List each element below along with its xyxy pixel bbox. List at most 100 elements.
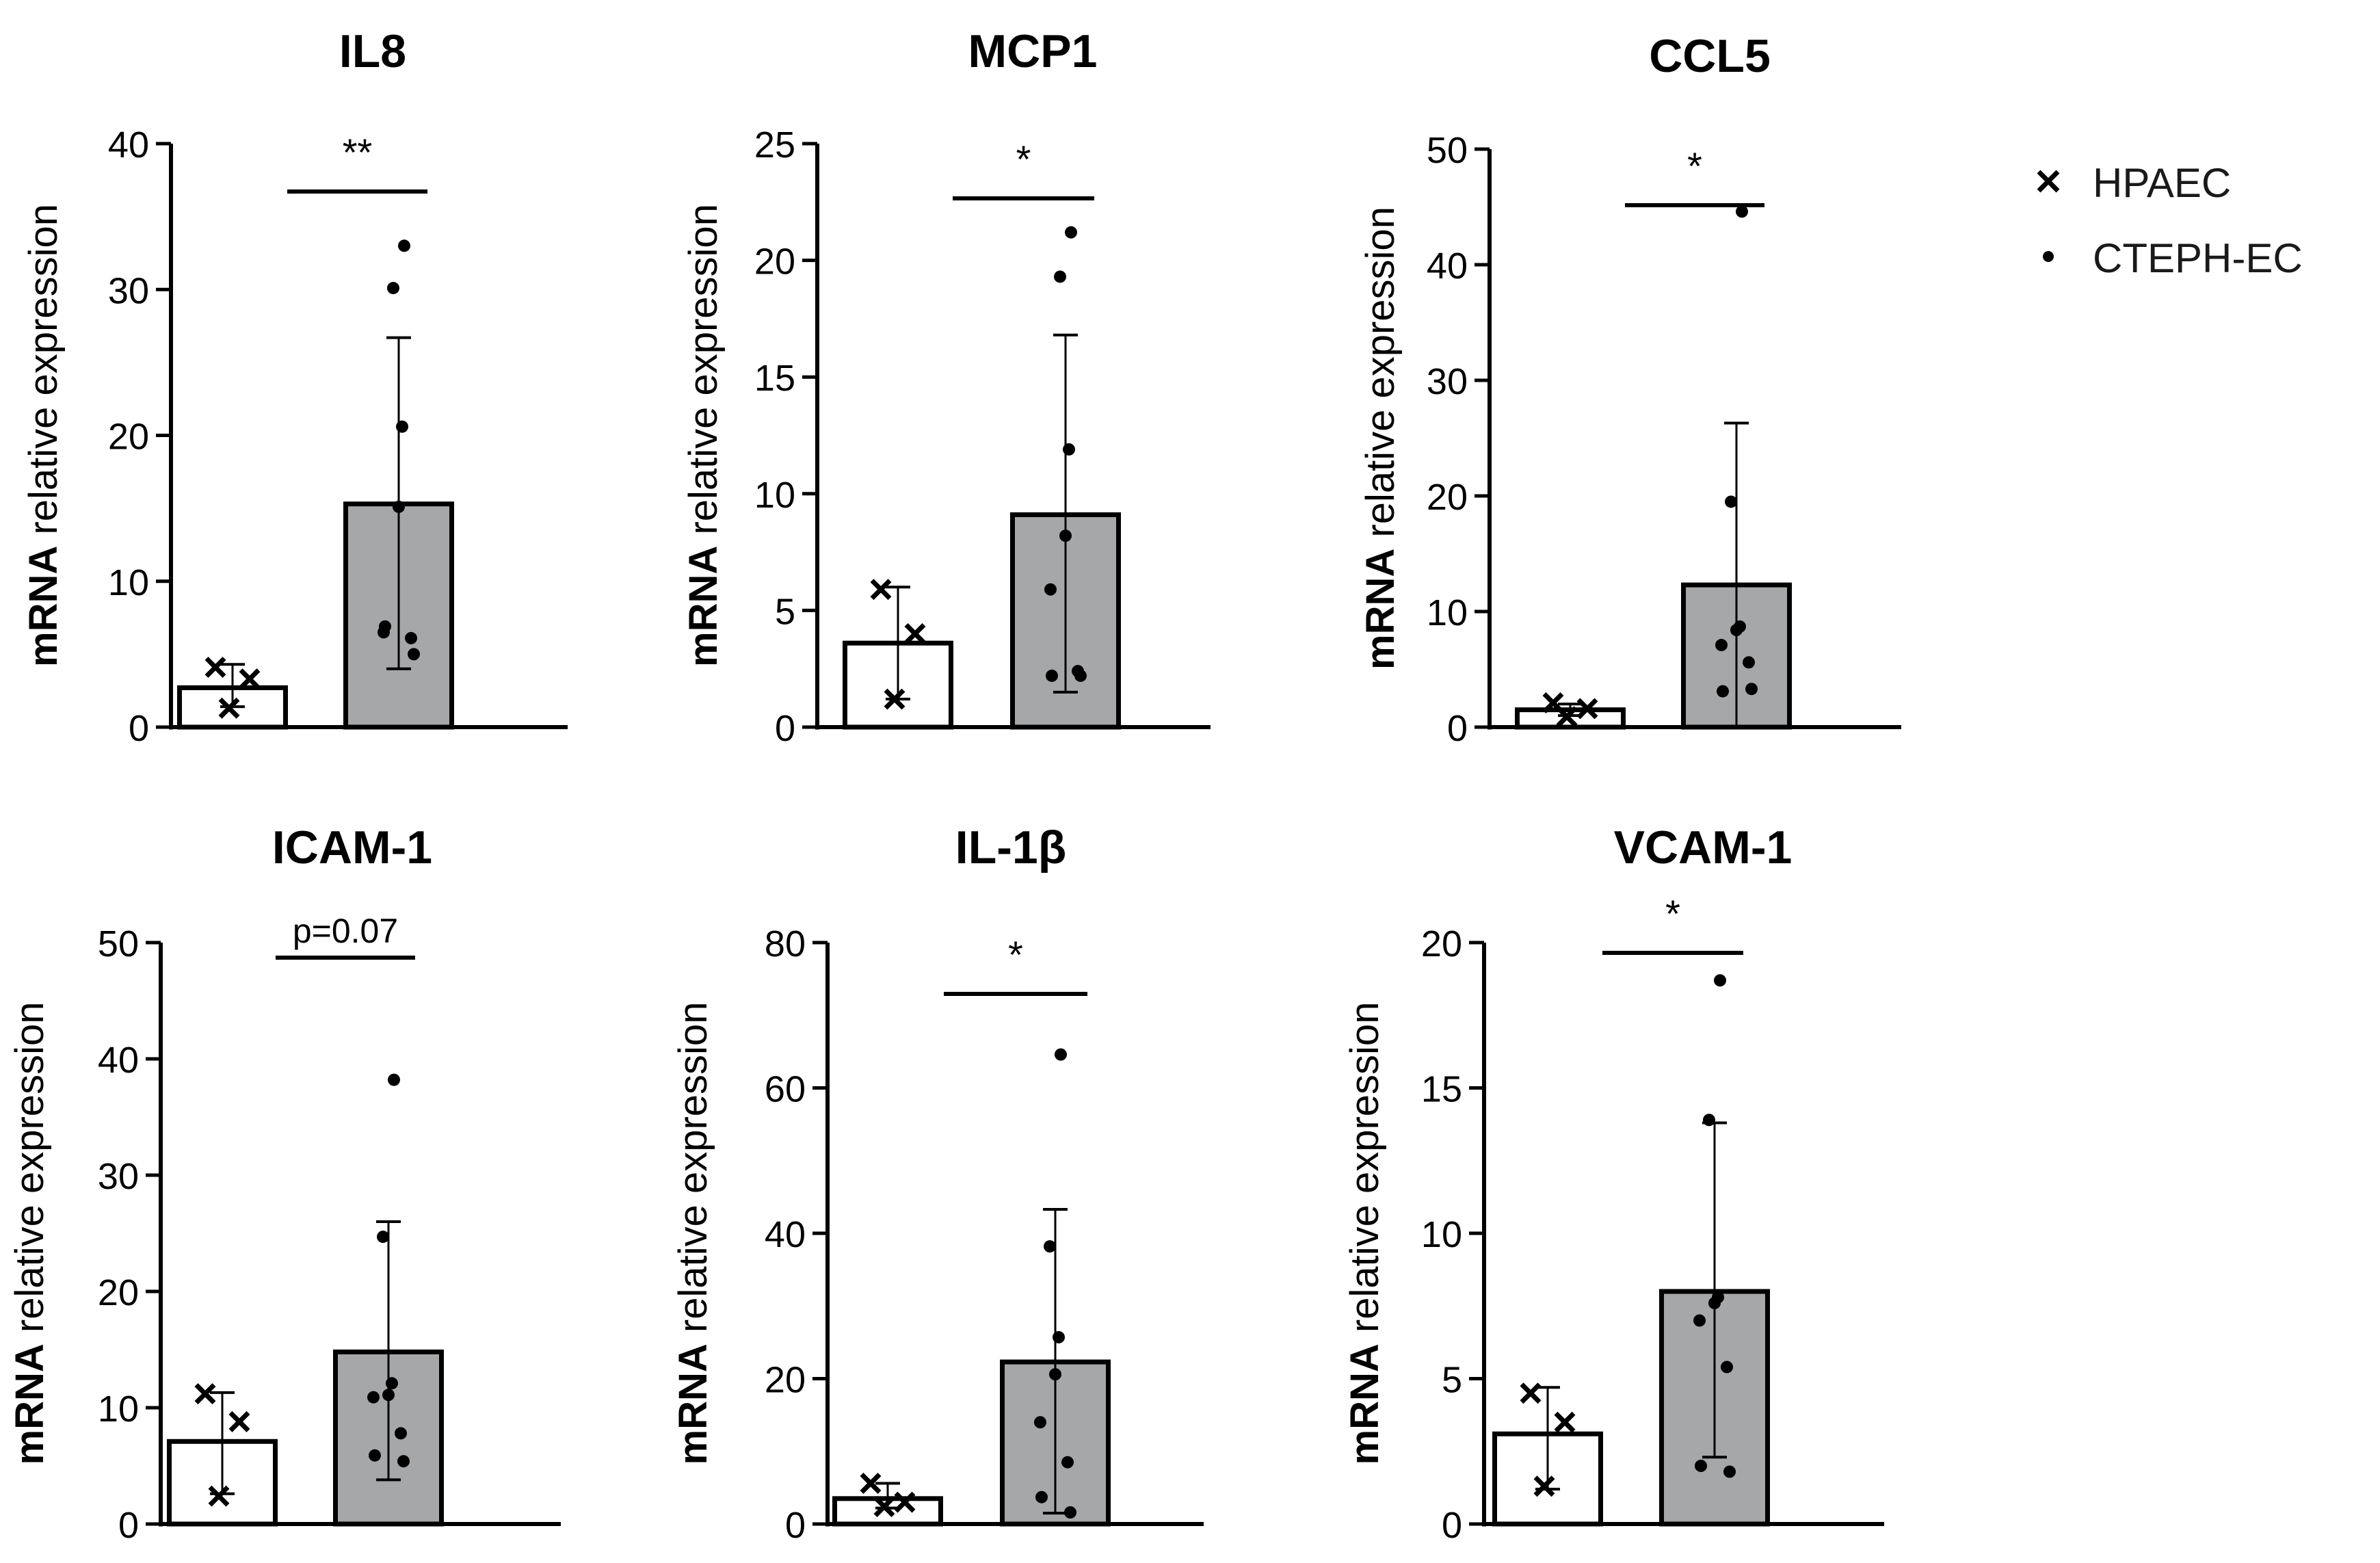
cross-stroke [894,1491,916,1513]
data-point-dot [1714,974,1726,987]
legend-item-cteph-ec: CTEPH-EC [2024,229,2366,304]
data-point-dot [377,1231,389,1244]
cross-stroke [1576,698,1598,720]
y-tick-label: 0 [118,1505,139,1546]
data-point-dot [369,1449,381,1462]
data-point-dot [1730,624,1743,637]
data-point-cross [239,668,261,690]
y-tick-label: 0 [775,708,795,749]
data-point-dot [1723,1465,1736,1478]
significance-label: * [1008,933,1023,976]
legend: HPAEC CTEPH-EC [2024,154,2366,304]
data-point-dot [1715,639,1728,652]
cross-stroke [194,1383,216,1405]
data-point-cross [1533,1475,1555,1497]
cross-stroke [1542,692,1564,713]
y-tick-label: 80 [765,923,806,964]
data-point-dot [1064,1506,1076,1519]
chart-title: MCP1 [968,25,1098,77]
y-tick-label: 30 [98,1156,139,1197]
significance-label: * [1687,144,1702,187]
data-point-dot [386,1377,398,1390]
data-point-dot [1055,1048,1067,1061]
significance-label: * [1665,892,1680,935]
cross-stroke [218,697,240,719]
chart-panel-1: IL8 mRNA relative expression 0 10 20 30 40 ** [21,25,568,749]
cross-stroke [870,579,892,601]
cross-marker-icon [2024,154,2072,209]
y-axis-label-bold: mRNA [671,1343,715,1465]
y-tick-label: 30 [1427,361,1468,402]
y-axis-label: mRNA relative expression [1358,207,1403,670]
y-tick-label: 20 [1421,923,1462,964]
data-point-dot [1721,1361,1733,1374]
data-point-dot [367,1391,380,1404]
chart-panel-6: VCAM-1 mRNA relative expression 0 5 10 15 20 * [1343,822,1884,1546]
y-tick-label: 25 [754,124,795,166]
y-tick-label: 50 [98,923,139,964]
data-point-dot [1054,270,1066,283]
data-point-cross [194,1383,216,1405]
cross-stroke [904,623,926,644]
data-point-cross [218,697,240,719]
data-point-cross [884,688,905,710]
data-point-cross [1576,698,1598,720]
y-axis-label: mRNA relative expression [21,204,66,667]
y-tick-label: 10 [98,1389,139,1430]
y-axis-label-bold: mRNA [1343,1343,1387,1465]
cross-stroke [1556,706,1578,728]
cross-stroke [1533,1475,1555,1497]
data-point-dot [1745,683,1758,696]
cross-stroke [204,657,226,679]
chart-panel-2: MCP1 mRNA relative expression 0 5 10 15 20 25 * [681,25,1211,749]
cross-stroke [239,668,261,690]
data-point-dot [1725,495,1737,508]
data-point-dot [387,282,399,295]
chart-panel-5: IL-1β mRNA relative expression 0 20 40 60 80 * [671,822,1204,1546]
data-point-dot [1708,1297,1721,1309]
data-point-dot [408,648,420,661]
y-tick-label: 0 [1447,708,1468,749]
data-point-dot [1059,529,1072,542]
data-point-cross [873,1496,895,1517]
significance-label: * [1016,137,1031,181]
y-tick-label: 40 [98,1040,139,1081]
data-point-dot [1063,443,1075,456]
data-point-dot [393,500,405,513]
cross-stroke [228,1410,250,1432]
data-point-cross [204,657,226,679]
data-point-dot [1049,1368,1061,1381]
y-tick-label: 10 [108,562,149,603]
y-tick-label: 40 [765,1214,806,1255]
legend-label-hpaec: HPAEC [2093,160,2232,206]
data-point-cross [1556,706,1578,728]
y-axis-label-bold: mRNA [1358,549,1403,670]
y-tick-label: 0 [129,708,149,749]
y-tick-label: 60 [765,1069,806,1110]
y-axis-label-bold: mRNA [21,546,66,667]
data-point-dot [396,420,408,433]
data-point-dot [1046,669,1058,682]
y-axis-label-rest: relative expression [671,1002,715,1344]
y-tick-label: 10 [1421,1214,1462,1255]
y-axis-label-rest: relative expression [8,1002,52,1344]
data-point-dot [382,1389,395,1402]
data-point-dot [1044,1240,1056,1253]
data-point-dot [1743,656,1755,669]
chart-panel-3: CCL5 mRNA relative expression 0 10 20 30 40 50 * [1358,30,1901,749]
data-point-cross [208,1485,230,1507]
data-point-dot [395,1427,407,1440]
data-point-cross [860,1473,882,1494]
data-point-dot [1044,583,1057,596]
y-tick-label: 10 [754,475,795,516]
y-tick-label: 15 [1421,1069,1462,1110]
cross-stroke [884,688,905,710]
data-point-dot [405,631,417,644]
data-point-dot [1065,226,1077,239]
data-point-dot [379,620,391,633]
y-tick-label: 20 [108,417,149,458]
data-point-dot [398,239,410,252]
y-axis-label-rest: relative expression [1343,1002,1387,1344]
y-axis-label-bold: mRNA [8,1343,52,1465]
